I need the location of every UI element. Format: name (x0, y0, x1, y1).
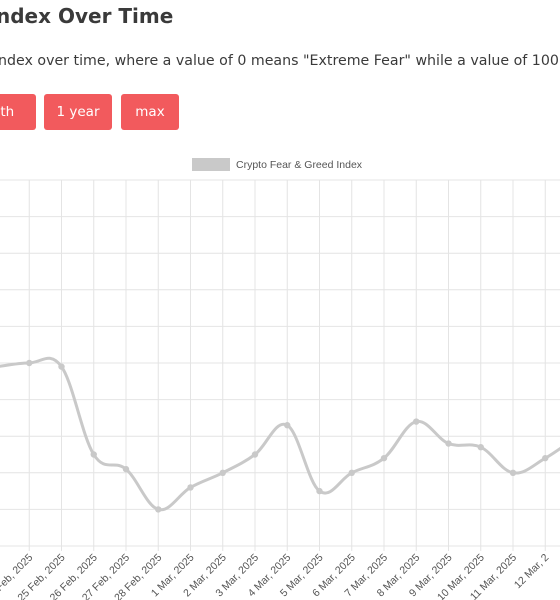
series-line-layer (0, 356, 560, 512)
data-point[interactable] (187, 484, 194, 491)
data-point[interactable] (413, 418, 420, 425)
data-point[interactable] (284, 422, 291, 429)
x-tick-label: 12 Mar, 2 (512, 552, 552, 592)
fear-greed-line-chart: Crypto Fear & Greed Index eb, 202524 Feb… (0, 158, 560, 600)
chart-legend: Crypto Fear & Greed Index (192, 158, 363, 171)
range-max-button[interactable]: max (121, 94, 179, 130)
chart-grid (0, 179, 560, 551)
data-point[interactable] (542, 454, 549, 462)
range-1-month-button[interactable]: nth (0, 94, 36, 130)
data-point[interactable] (251, 451, 259, 458)
data-point[interactable] (477, 443, 484, 451)
data-point[interactable] (445, 440, 452, 447)
data-point[interactable] (155, 506, 162, 513)
range-1-year-button[interactable]: 1 year (44, 94, 112, 130)
data-point[interactable] (380, 454, 388, 462)
series-line-crypto-fear-greed-index (0, 356, 560, 512)
data-point[interactable] (58, 363, 65, 370)
page-description: ndex over time, where a value of 0 means… (0, 53, 560, 69)
legend-label: Crypto Fear & Greed Index (236, 159, 363, 171)
legend-swatch (192, 158, 230, 171)
data-point[interactable] (509, 469, 517, 476)
page-title: ndex Over Time (0, 4, 174, 28)
data-point[interactable] (316, 487, 323, 495)
data-point[interactable] (90, 451, 97, 458)
data-point[interactable] (348, 469, 355, 476)
data-point[interactable] (26, 359, 33, 367)
series-points-layer (0, 359, 549, 513)
data-point[interactable] (219, 469, 226, 476)
data-point[interactable] (122, 465, 130, 473)
